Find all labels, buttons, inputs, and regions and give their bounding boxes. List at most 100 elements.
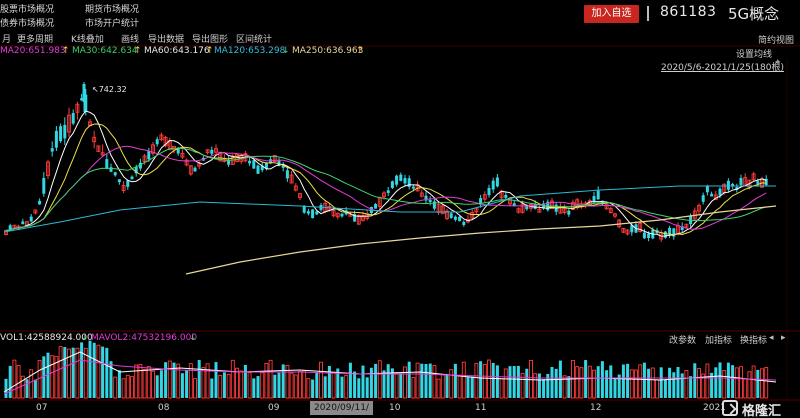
candle-up — [92, 136, 97, 143]
candle-up — [214, 148, 218, 153]
indicator-next-icon[interactable]: ▸ — [781, 333, 786, 343]
volume-bar-up — [142, 368, 147, 399]
candle-down — [260, 165, 264, 171]
volume-bar-up — [134, 364, 139, 399]
indicator-prev-icon[interactable]: ◂ — [769, 333, 774, 343]
volume-bar-up — [461, 361, 466, 399]
volume-bar-down — [252, 378, 256, 398]
x-label-10: 10 — [389, 403, 401, 413]
volume-bar-up — [146, 366, 151, 399]
link-account-stats[interactable]: 市场开户统计 — [85, 19, 140, 29]
draw-line-button[interactable]: 画线 — [121, 35, 140, 45]
volume-bar-up — [634, 369, 638, 399]
candle-down — [126, 180, 130, 187]
volume-bar-down — [479, 361, 483, 398]
volume-bar-up — [629, 369, 634, 399]
volume-bar-up — [226, 373, 231, 399]
separator — [647, 6, 649, 21]
more-periods-button[interactable]: 更多周期 — [17, 35, 54, 45]
volume-bar-up — [503, 368, 508, 399]
pin-icon[interactable]: ✦ — [774, 58, 782, 68]
volume-bar-down — [256, 376, 260, 398]
simple-view-button[interactable]: 简约视图 — [757, 36, 794, 46]
volume-bar-down — [222, 372, 226, 398]
volume-bar-down — [88, 340, 92, 398]
volume-bar-up — [306, 378, 311, 399]
volume-bar-down — [613, 378, 617, 398]
volume-bar-down — [365, 377, 369, 398]
candle-down — [592, 196, 596, 202]
candle-down — [42, 178, 46, 194]
switch-indicator-button[interactable]: 换指标 — [740, 336, 768, 346]
stock-name: 5G概念 — [728, 5, 780, 23]
add-favorite-button[interactable]: 加入自选 — [584, 5, 639, 23]
range-label[interactable]: 2020/5/6-2021/1/25(180根) — [661, 63, 785, 73]
candle-up — [121, 184, 126, 192]
ma-legend: MA20:651.983 ↑ MA30:642.634 ↑ MA60:643.1… — [0, 46, 700, 58]
set-ma-button[interactable]: 设置均线 — [736, 50, 773, 60]
candle-up — [445, 210, 449, 220]
volume-bar-down — [609, 365, 613, 398]
volume-bar-down — [676, 366, 680, 398]
candle-down — [701, 195, 705, 202]
volume-bar-down — [353, 371, 357, 398]
edit-params-button[interactable]: 改参数 — [669, 336, 697, 346]
x-label-08: 08 — [158, 403, 170, 413]
candle-up — [197, 163, 202, 167]
add-indicator-button[interactable]: 加指标 — [705, 336, 733, 346]
candle-down — [138, 162, 142, 169]
volume-bar-up — [176, 363, 181, 399]
range-stats-button[interactable]: 区间统计 — [236, 35, 273, 45]
volume-bar-up — [113, 376, 118, 399]
export-image-button[interactable]: 导出图形 — [192, 35, 229, 45]
candle-down — [340, 213, 344, 217]
export-data-button[interactable]: 导出数据 — [148, 35, 185, 45]
volume-bar-up — [705, 363, 710, 399]
volume-bar-up — [751, 365, 756, 399]
volume-bar-up — [579, 367, 584, 399]
kline-overlay-button[interactable]: K线叠加 — [71, 35, 104, 45]
volume-bar-up — [125, 374, 130, 399]
volume-bar-up — [743, 378, 748, 399]
candle-up — [684, 223, 689, 228]
link-futures-market[interactable]: 期货市场概况 — [85, 5, 140, 15]
candle-down — [731, 184, 735, 187]
candle-down — [386, 190, 390, 193]
volume-bar-down — [689, 376, 693, 398]
volume-bar-down — [600, 361, 604, 398]
candle-up — [470, 211, 475, 219]
volume-bar-up — [474, 362, 479, 399]
volume-bar-up — [520, 372, 525, 399]
candle-down — [277, 160, 281, 167]
stock-code: 861183 — [660, 4, 717, 20]
candle-up — [697, 205, 701, 212]
volume-bar-up — [734, 367, 739, 399]
volume-bar-down — [63, 347, 67, 398]
period-month-button[interactable]: 月 — [2, 35, 12, 45]
candle-down — [449, 213, 453, 218]
volume-bar-down — [605, 370, 609, 398]
link-stock-market[interactable]: 股票市场概况 — [0, 5, 55, 15]
volume-bar-down — [453, 363, 457, 398]
candle-up — [482, 194, 487, 200]
candle-down — [710, 193, 714, 197]
candle-down — [29, 216, 33, 222]
volume-bar-down — [680, 373, 684, 398]
volume-bar-down — [663, 379, 667, 398]
ma20-line — [5, 145, 767, 231]
link-bond-market[interactable]: 债券市场概况 — [0, 19, 55, 29]
volume-bar-up — [331, 371, 336, 399]
candle-down — [718, 188, 722, 196]
volume-bar-up — [16, 365, 21, 399]
volume-bar-down — [668, 367, 672, 398]
candle-down — [147, 151, 151, 160]
candle-up — [604, 204, 609, 210]
volume-bar-down — [80, 342, 84, 398]
volume-bar-down — [550, 366, 554, 398]
volume-bar-down — [71, 347, 75, 398]
top-header: 股票市场概况 期货市场概况 债券市场概况 市场开户统计 加入自选 861183 … — [0, 0, 800, 32]
volume-bar-down — [164, 362, 168, 398]
volume-bar-down — [626, 363, 630, 398]
watermark-logo-icon — [722, 400, 738, 416]
